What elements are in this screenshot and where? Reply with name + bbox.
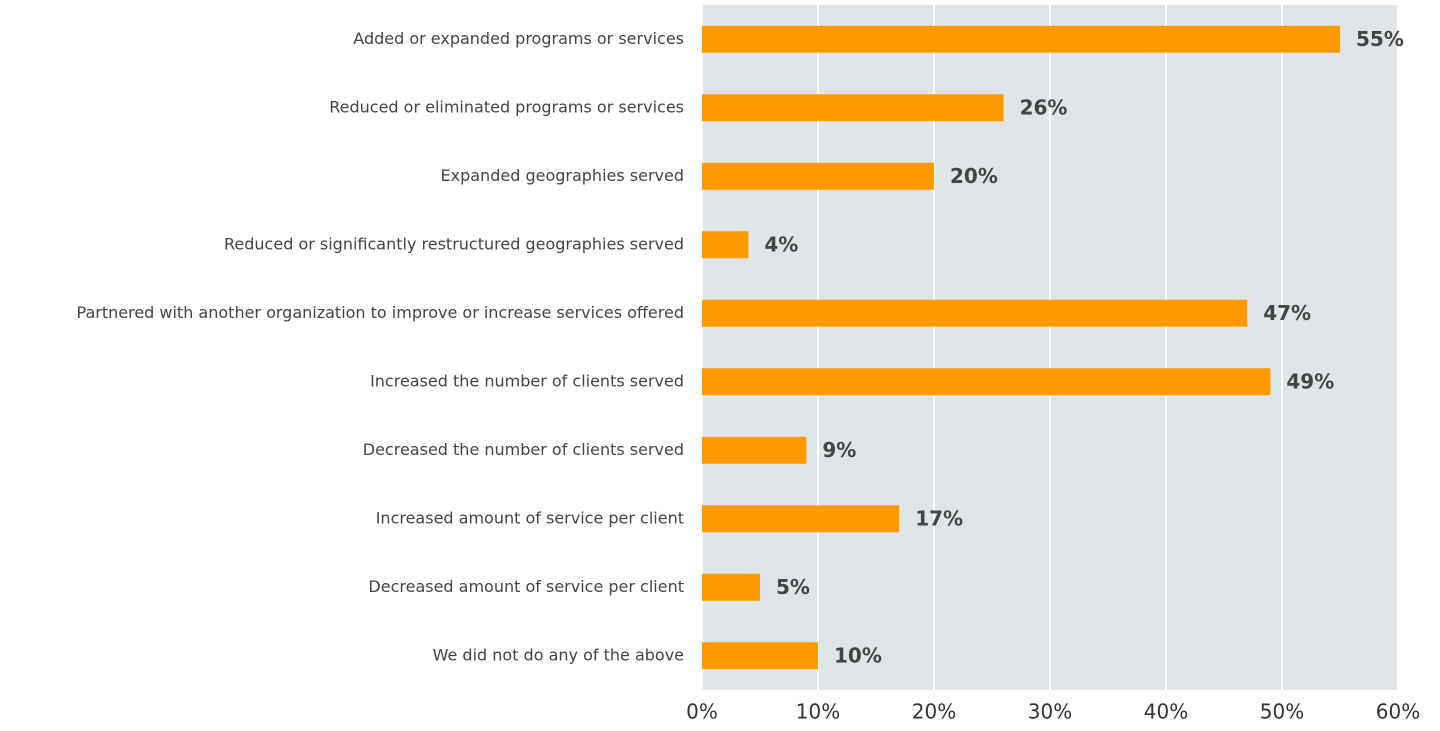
category-label: Expanded geographies served [441,166,684,185]
category-label: Reduced or eliminated programs or servic… [329,97,684,116]
category-label: Reduced or significantly restructured ge… [224,234,684,253]
bar [702,162,934,190]
value-label: 10% [834,643,882,667]
value-label: 47% [1263,301,1311,325]
value-label: 26% [1020,95,1068,119]
x-tick-label: 50% [1260,700,1304,724]
category-label: Decreased the number of clients served [363,440,684,459]
x-tick-label: 10% [796,700,840,724]
bar [702,25,1340,53]
x-tick-label: 30% [1028,700,1072,724]
value-label: 5% [776,575,810,599]
bar [702,231,749,259]
value-label: 4% [764,232,798,256]
category-label: Decreased amount of service per client [368,577,684,596]
bar [702,436,807,464]
value-label: 55% [1356,27,1404,51]
category-label: Added or expanded programs or services [353,29,684,48]
bar [702,505,900,533]
bar [702,368,1271,396]
category-label: Partnered with another organization to i… [77,303,684,322]
x-tick-label: 20% [912,700,956,724]
bar [702,642,818,670]
value-label: 9% [822,438,856,462]
x-tick-label: 0% [686,700,718,724]
value-label: 17% [915,506,963,530]
bar [702,94,1004,122]
value-label: 20% [950,164,998,188]
category-label: We did not do any of the above [433,645,684,664]
value-label: 49% [1286,369,1334,393]
bar [702,299,1248,327]
x-tick-label: 40% [1144,700,1188,724]
category-label: Increased amount of service per client [376,508,684,527]
category-label: Increased the number of clients served [370,371,684,390]
x-tick-label: 60% [1376,700,1420,724]
bar [702,573,760,601]
